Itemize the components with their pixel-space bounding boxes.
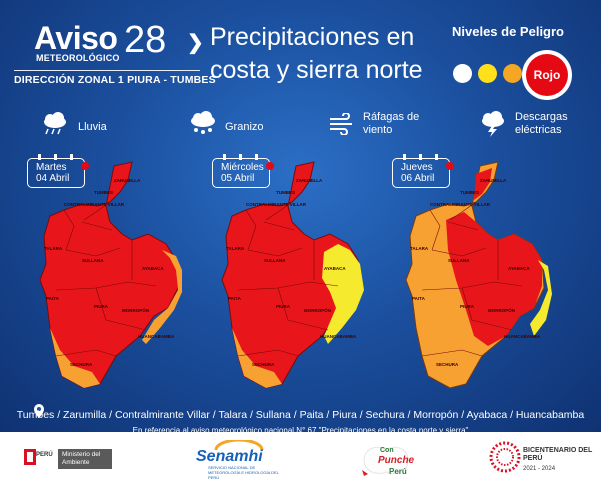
hail-cloud-icon (191, 111, 215, 134)
map-svg-1: ZARUMILLA TUMBES CONTRALMIRANTE VILLAR T… (39, 161, 182, 389)
peru-label: PERÚ (36, 452, 53, 458)
title-line-2: costa y sierra norte (210, 56, 423, 84)
bicentenario-emblem-icon (489, 441, 521, 473)
level-badge-rojo: Rojo (526, 54, 568, 96)
header-divider (14, 70, 200, 71)
zona-label: DIRECCIÓN ZONAL 1 PIURA - TUMBES (14, 74, 216, 86)
aviso-number: 28 (124, 19, 167, 61)
bicentenario-years: 2021 - 2024 (523, 466, 556, 472)
label-talara: TALARA (226, 246, 245, 251)
label-sullana: SULLANA (264, 258, 286, 263)
legend-descargas: Descargas eléctricas (515, 111, 568, 137)
places-line: Tumbes / Zarumilla / Contralmirante Vill… (16, 409, 585, 421)
senamhi-subtitle: SERVICIO NACIONAL DE METEOROLOGÍA E HIDR… (208, 465, 279, 480)
label-tumbes: TUMBES (276, 190, 295, 195)
bicentenario-label: BICENTENARIO DEL PERÚ (523, 447, 593, 462)
wind-icon (330, 113, 352, 135)
rojo-label: Rojo (533, 68, 561, 82)
aviso-subtitle: METEOROLÓGICO (36, 53, 120, 63)
day-label-3: Jueves 06 Abril (392, 154, 454, 188)
label-contralmirante: CONTRALMIRANTE VILLAR (246, 202, 307, 207)
header: Aviso 28 METEOROLÓGICO DIRECCIÓN ZONAL 1… (0, 0, 601, 100)
aviso-word: Aviso (34, 20, 118, 56)
day-2-weekday: Miércoles (221, 162, 264, 173)
location-pin-icon (34, 404, 44, 418)
calendar-rings-icon (38, 154, 73, 160)
senamhi-logo: Senamhi (196, 448, 263, 465)
legend-descargas-line1: Descargas (515, 111, 568, 123)
punche-label: Punche (378, 455, 415, 466)
level-dot-white (453, 64, 472, 83)
calendar-rings-icon (403, 154, 438, 160)
map-svg-3: ZARUMILLA TUMBES CONTRALMIRANTE VILLAR T… (405, 161, 552, 389)
rain-cloud-icon (44, 112, 66, 135)
con-punche-logo-icon (362, 446, 409, 476)
label-ayabaca: AYABACA (142, 266, 164, 271)
con-label: Con (380, 447, 394, 454)
legend-lluvia: Lluvia (78, 121, 107, 133)
label-talara: TALARA (44, 246, 63, 251)
label-sullana: SULLANA (82, 258, 104, 263)
label-piura: PIURA (460, 304, 475, 309)
label-ayabaca: AYABACA (324, 266, 346, 271)
title-line-1: Precipitaciones en (210, 23, 415, 51)
day-2-date: 05 Abril (221, 173, 255, 184)
label-ayabaca: AYABACA (508, 266, 530, 271)
niveles-title: Niveles de Peligro (452, 24, 564, 39)
legend-rafagas-line2: viento (363, 124, 393, 136)
day-1-date: 04 Abril (36, 173, 70, 184)
legend-descargas-line2: eléctricas (515, 124, 562, 136)
label-morropon: MORROPÓN (488, 306, 515, 313)
legend-rafagas-line1: Ráfagas de (363, 111, 420, 123)
reference-line: En referencia al aviso meteorológico nac… (132, 426, 469, 435)
label-paita: PAITA (228, 296, 242, 301)
label-huancabamba: HUANCABAMBA (504, 334, 541, 339)
level-dot-yellow (478, 64, 497, 83)
legend-granizo: Granizo (225, 121, 264, 133)
calendar-rings-icon (223, 154, 258, 160)
map-svg-2: ZARUMILLA TUMBES CONTRALMIRANTE VILLAR T… (221, 161, 364, 389)
label-paita: PAITA (46, 296, 60, 301)
day-3-weekday: Jueves (401, 162, 433, 173)
label-paita: PAITA (412, 296, 426, 301)
label-sechura: SECHURA (252, 362, 275, 367)
label-zarumilla: ZARUMILLA (296, 178, 323, 183)
label-contralmirante: CONTRALMIRANTE VILLAR (430, 202, 491, 207)
label-morropon: MORROPÓN (304, 306, 331, 313)
chevron-right-icon: ❯ (187, 32, 204, 54)
peru-punche-label: Perú (389, 467, 407, 476)
label-contralmirante: CONTRALMIRANTE VILLAR (64, 202, 125, 207)
ministerio-label: Ministerio del Ambiente (58, 449, 112, 469)
label-huancabamba: HUANCABAMBA (320, 334, 357, 339)
red-dot-icon (81, 162, 89, 170)
label-huancabamba: HUANCABAMBA (138, 334, 175, 339)
day-3-date: 06 Abril (401, 173, 435, 184)
label-sechura: SECHURA (436, 362, 459, 367)
label-piura: PIURA (94, 304, 109, 309)
lightning-cloud-icon (482, 111, 504, 137)
map-day-1: ZARUMILLA TUMBES CONTRALMIRANTE VILLAR T… (36, 160, 186, 392)
red-dot-icon (266, 162, 274, 170)
day-1-weekday: Martes (36, 162, 67, 173)
map-day-3: ZARUMILLA TUMBES CONTRALMIRANTE VILLAR T… (402, 160, 552, 392)
label-piura: PIURA (276, 304, 291, 309)
label-zarumilla: ZARUMILLA (114, 178, 141, 183)
label-sechura: SECHURA (70, 362, 93, 367)
red-dot-icon (446, 162, 454, 170)
label-morropon: MORROPÓN (122, 306, 149, 313)
label-zarumilla: ZARUMILLA (480, 178, 507, 183)
label-tumbes: TUMBES (460, 190, 479, 195)
legend-rafagas: Ráfagas de viento (363, 111, 419, 137)
day-label-2: Miércoles 05 Abril (212, 154, 274, 188)
label-talara: TALARA (410, 246, 429, 251)
level-dot-orange (503, 64, 522, 83)
map-day-2: ZARUMILLA TUMBES CONTRALMIRANTE VILLAR T… (218, 160, 368, 392)
label-tumbes: TUMBES (94, 190, 113, 195)
label-sullana: SULLANA (448, 258, 470, 263)
senamhi-sun-icon (214, 440, 264, 450)
peru-shield-icon (24, 449, 36, 465)
day-label-1: Martes 04 Abril (27, 154, 89, 188)
